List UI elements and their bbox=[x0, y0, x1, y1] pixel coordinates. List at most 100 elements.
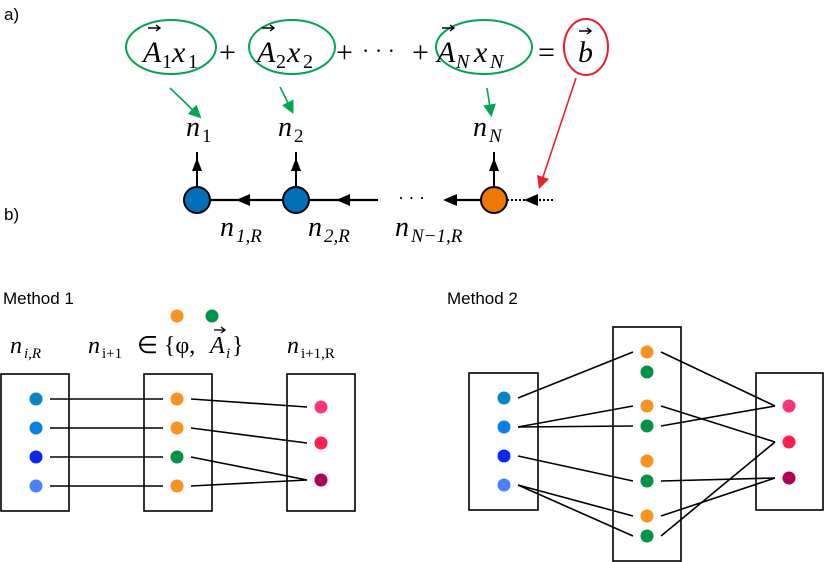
term-A-sub: 1 bbox=[162, 51, 172, 73]
output-label-sub: 2 bbox=[294, 126, 304, 147]
middle-label-set: ∈ {φ, bbox=[137, 333, 195, 359]
leg-arrowhead bbox=[489, 158, 499, 171]
leg-arrowhead bbox=[192, 158, 202, 171]
b-vector: b bbox=[578, 36, 593, 69]
term-x-sub: N bbox=[489, 51, 505, 73]
term-A-sub: 2 bbox=[276, 51, 286, 73]
term-N: A N x N bbox=[435, 24, 505, 73]
edge-line bbox=[517, 425, 634, 428]
left-state-dot bbox=[497, 449, 511, 463]
left-state-dot bbox=[497, 391, 511, 405]
vector-arrow-icon bbox=[214, 326, 227, 334]
term-A-sub: N bbox=[455, 51, 471, 73]
middle-state-dot bbox=[170, 479, 184, 493]
left-state-dot bbox=[497, 478, 511, 492]
edge-line bbox=[517, 455, 634, 482]
right-state-dot bbox=[782, 435, 796, 449]
middle-label-A: A bbox=[208, 333, 225, 359]
left-state-dot bbox=[29, 450, 43, 464]
tensor-node bbox=[282, 186, 310, 214]
mapping-arrow bbox=[279, 86, 294, 114]
term-ellipse bbox=[435, 19, 533, 75]
plus-sign: + bbox=[412, 36, 429, 69]
edge-line bbox=[517, 484, 634, 537]
state-box bbox=[286, 373, 356, 512]
right-state-dot bbox=[782, 399, 796, 413]
output-label: n bbox=[473, 112, 487, 143]
chain-dots: · · · bbox=[398, 188, 425, 208]
right-state-dot bbox=[314, 473, 328, 487]
plus-sign: + bbox=[336, 36, 353, 69]
state-box bbox=[468, 372, 539, 511]
equation-dots: · · · bbox=[362, 38, 395, 63]
edge-line bbox=[660, 477, 776, 482]
middle-label-close: } bbox=[232, 333, 244, 359]
term-A: A bbox=[141, 36, 162, 69]
output-label: n bbox=[186, 112, 200, 143]
mapping-arrow bbox=[483, 87, 496, 118]
bond-arrowhead bbox=[236, 194, 250, 206]
method-2-title: Method 2 bbox=[447, 289, 518, 308]
vector-arrow-icon bbox=[148, 24, 162, 32]
middle-state-dot bbox=[640, 419, 654, 433]
state-box bbox=[755, 372, 824, 511]
term-x: x bbox=[171, 36, 186, 69]
mapping-arrow bbox=[169, 87, 202, 119]
panel-label-a: a) bbox=[4, 5, 19, 24]
leg-arrowhead bbox=[291, 158, 301, 171]
tensor-node bbox=[183, 186, 211, 214]
term-1: A 1 x 1 bbox=[141, 24, 198, 73]
output-label-sub: N bbox=[488, 126, 503, 147]
b-ellipse bbox=[563, 18, 609, 76]
output-label-sub: 1 bbox=[202, 126, 212, 147]
middle-state-dot bbox=[640, 345, 654, 359]
state-box bbox=[612, 326, 682, 562]
term-2: A 2 x 2 bbox=[255, 24, 313, 73]
left-state-dot bbox=[29, 392, 43, 406]
bond-label: n bbox=[395, 212, 409, 243]
term-A: A bbox=[435, 36, 456, 69]
bond-label: n bbox=[220, 212, 234, 243]
left-label-sub: i,R bbox=[24, 346, 41, 362]
edge-line bbox=[190, 427, 308, 444]
method-1-labels: n i,R n i+1 ∈ {φ, A i } n i+1,R bbox=[10, 326, 335, 362]
legend-dot-green bbox=[205, 309, 219, 323]
vector-arrow-icon bbox=[579, 27, 593, 35]
equation: A 1 x 1 + A 2 x 2 + · · · + A N x N = b bbox=[125, 18, 609, 76]
edge-line bbox=[660, 477, 776, 517]
bond-arrowhead bbox=[336, 194, 350, 206]
output-label: n bbox=[278, 112, 292, 143]
middle-state-dot bbox=[170, 450, 184, 464]
left-label: n bbox=[10, 333, 22, 359]
left-state-dot bbox=[29, 479, 43, 493]
middle-state-dot bbox=[640, 454, 654, 468]
output-labels: n 1 n 2 n N bbox=[186, 112, 503, 147]
tensor-chain: · · · n 1,R n 2,R n N−1,R bbox=[183, 152, 555, 247]
left-state-dot bbox=[29, 421, 43, 435]
bond-arrowhead bbox=[524, 194, 538, 206]
middle-state-dot bbox=[640, 399, 654, 413]
legend-dot-orange bbox=[170, 309, 184, 323]
term-ellipse bbox=[248, 19, 336, 75]
edge-line bbox=[660, 405, 776, 427]
term-x-sub: 2 bbox=[303, 51, 313, 73]
bond-label: n bbox=[308, 212, 322, 243]
term-ellipse bbox=[125, 19, 217, 75]
middle-label-A-sub: i bbox=[226, 346, 230, 362]
method-1-graph bbox=[0, 309, 356, 512]
bond-arrowhead bbox=[443, 194, 457, 206]
middle-state-dot bbox=[640, 365, 654, 379]
term-x: x bbox=[473, 36, 488, 69]
edge-line bbox=[517, 351, 634, 399]
edge-line bbox=[190, 479, 308, 487]
state-box bbox=[143, 373, 213, 512]
middle-state-dot bbox=[170, 392, 184, 406]
edge-line bbox=[517, 484, 634, 517]
term-A: A bbox=[255, 36, 276, 69]
edge-line bbox=[660, 405, 776, 443]
middle-state-dot bbox=[640, 509, 654, 523]
state-box bbox=[0, 373, 70, 512]
right-state-dot bbox=[782, 471, 796, 485]
b-mapping-arrow bbox=[536, 77, 577, 190]
